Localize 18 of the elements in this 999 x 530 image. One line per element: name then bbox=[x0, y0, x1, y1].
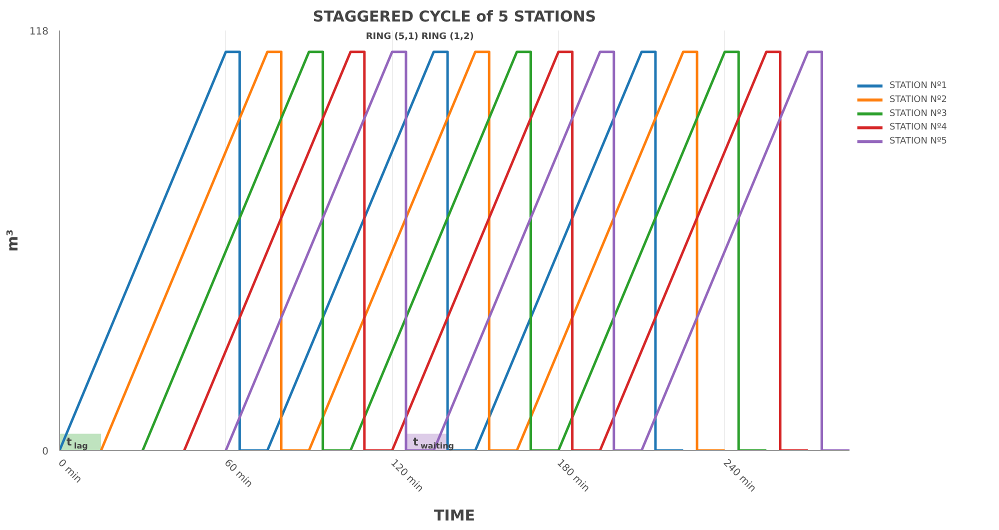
legend-label: STATION Nº5 bbox=[890, 136, 947, 147]
band-label: tlag bbox=[66, 436, 88, 451]
y-tick-label: 118 bbox=[29, 26, 49, 38]
x-tick-label: 0 min bbox=[56, 458, 84, 486]
x-tick-label: 60 min bbox=[222, 458, 254, 490]
y-tick-label: 0 bbox=[42, 446, 49, 458]
x-tick-label: 240 min bbox=[720, 458, 758, 494]
legend-label: STATION Nº1 bbox=[890, 81, 947, 92]
x-axis-title: TIME bbox=[434, 506, 476, 524]
legend-label: STATION Nº2 bbox=[890, 94, 947, 105]
legend-label: STATION Nº4 bbox=[890, 122, 948, 133]
x-tick-label: 120 min bbox=[388, 458, 426, 494]
y-axis-title: m³ bbox=[3, 229, 22, 252]
x-tick-label: 180 min bbox=[554, 458, 592, 494]
annotation: RING (5,1) bbox=[366, 32, 418, 42]
legend-label: STATION Nº3 bbox=[890, 108, 947, 119]
annotation: RING (1,2) bbox=[421, 32, 474, 42]
chart-title: STAGGERED CYCLE of 5 STATIONS bbox=[312, 8, 596, 26]
